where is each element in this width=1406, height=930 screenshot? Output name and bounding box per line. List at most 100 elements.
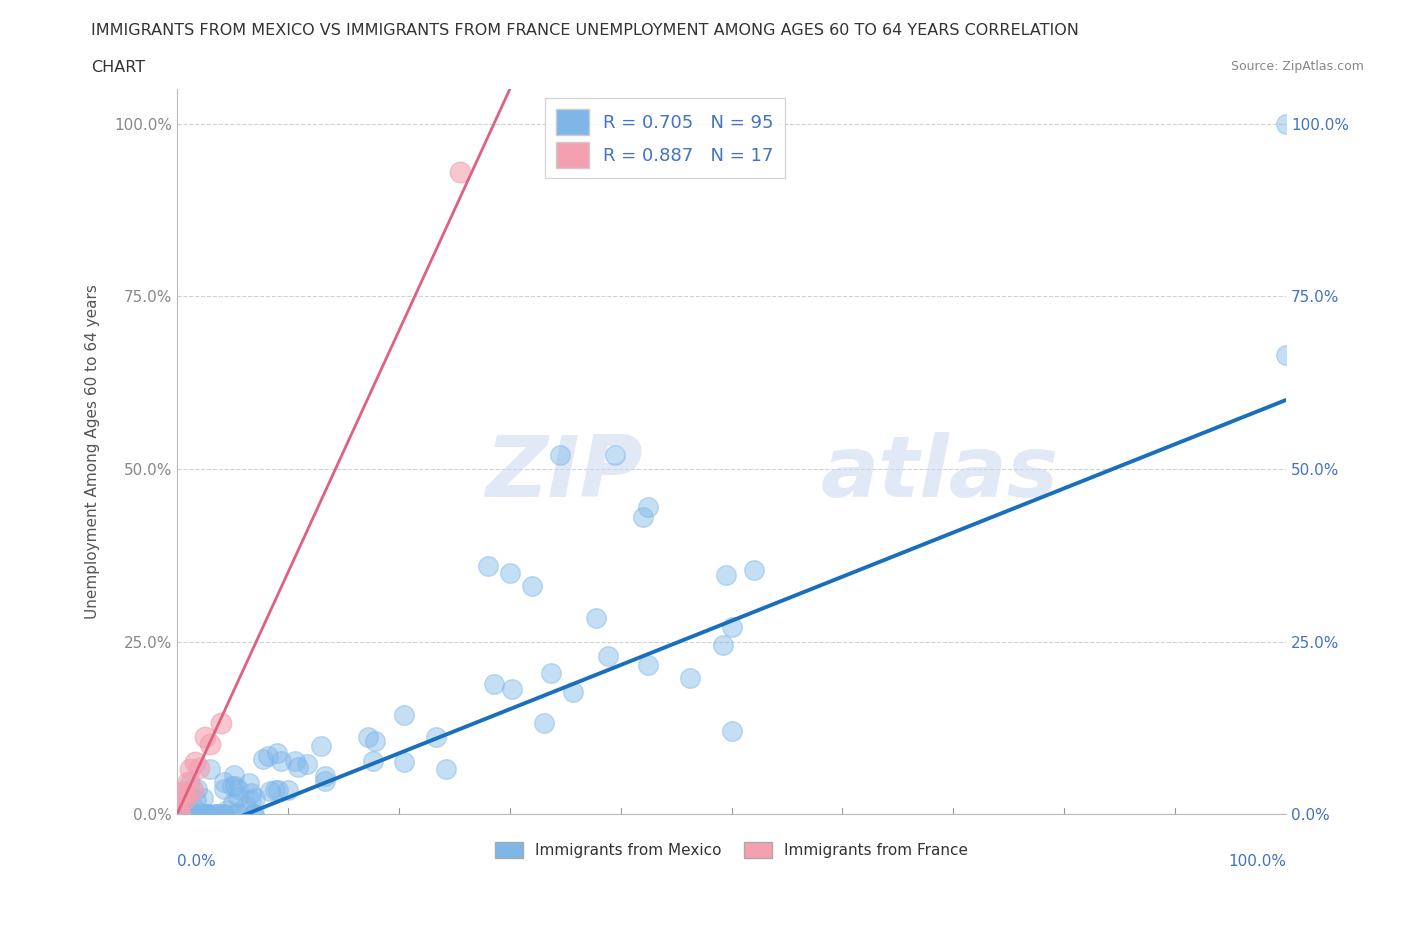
Point	[176, 806, 198, 821]
Point	[239, 785, 262, 800]
Point	[214, 775, 236, 790]
Point	[166, 806, 188, 821]
Point	[392, 755, 415, 770]
Point	[501, 682, 523, 697]
Point	[181, 806, 204, 821]
Point	[277, 782, 299, 797]
Point	[179, 762, 201, 777]
Point	[174, 806, 197, 821]
Point	[356, 729, 378, 744]
Text: atlas: atlas	[820, 432, 1059, 515]
Point	[174, 790, 197, 805]
Point	[167, 793, 190, 808]
Point	[631, 510, 654, 525]
Point	[173, 786, 195, 801]
Point	[183, 806, 205, 821]
Point	[257, 749, 280, 764]
Point	[252, 751, 274, 766]
Point	[243, 791, 266, 806]
Point	[425, 730, 447, 745]
Point	[180, 806, 202, 821]
Point	[217, 803, 239, 817]
Point	[177, 806, 200, 821]
Point	[198, 762, 221, 777]
Text: 100.0%: 100.0%	[1227, 854, 1286, 869]
Point	[235, 798, 257, 813]
Point	[200, 737, 222, 751]
Point	[679, 671, 702, 685]
Point	[193, 806, 215, 821]
Point	[183, 806, 205, 821]
Point	[226, 805, 249, 820]
Point	[221, 779, 243, 794]
Point	[174, 804, 197, 818]
Point	[477, 558, 499, 573]
Point	[174, 806, 197, 821]
Point	[295, 757, 318, 772]
Point	[392, 708, 415, 723]
Point	[207, 806, 229, 821]
Point	[169, 800, 191, 815]
Legend: Immigrants from Mexico, Immigrants from France: Immigrants from Mexico, Immigrants from …	[489, 835, 974, 865]
Point	[169, 806, 191, 821]
Point	[238, 776, 260, 790]
Point	[187, 806, 209, 821]
Point	[716, 568, 738, 583]
Point	[179, 776, 201, 790]
Point	[177, 775, 200, 790]
Point	[186, 782, 208, 797]
Point	[239, 792, 262, 807]
Point	[179, 806, 201, 821]
Point	[194, 806, 217, 821]
Point	[212, 781, 235, 796]
Point	[434, 762, 457, 777]
Point	[1275, 348, 1298, 363]
Point	[212, 806, 235, 821]
Point	[242, 806, 264, 821]
Point	[264, 782, 287, 797]
Text: ZIP: ZIP	[485, 432, 643, 515]
Point	[224, 806, 246, 821]
Point	[173, 784, 195, 799]
Text: Source: ZipAtlas.com: Source: ZipAtlas.com	[1230, 60, 1364, 73]
Point	[191, 791, 214, 806]
Point	[533, 716, 555, 731]
Point	[314, 768, 336, 783]
Point	[170, 787, 193, 802]
Point	[184, 755, 207, 770]
Point	[314, 774, 336, 789]
Point	[711, 637, 734, 652]
Text: 0.0%: 0.0%	[177, 854, 215, 869]
Point	[170, 806, 193, 821]
Point	[363, 734, 385, 749]
Point	[224, 778, 246, 793]
Point	[499, 565, 522, 580]
Point	[174, 806, 197, 821]
Point	[226, 782, 249, 797]
Point	[169, 805, 191, 820]
Point	[184, 792, 207, 807]
Point	[211, 806, 233, 821]
Point	[170, 801, 193, 816]
Point	[540, 666, 562, 681]
Point	[637, 658, 659, 672]
Point	[267, 782, 290, 797]
Point	[224, 767, 246, 782]
Point	[183, 801, 205, 816]
Point	[209, 716, 232, 731]
Point	[170, 806, 193, 821]
Point	[243, 806, 266, 821]
Point	[361, 753, 384, 768]
Point	[449, 165, 471, 179]
Point	[228, 790, 250, 804]
Point	[169, 803, 191, 817]
Text: IMMIGRANTS FROM MEXICO VS IMMIGRANTS FROM FRANCE UNEMPLOYMENT AMONG AGES 60 TO 6: IMMIGRANTS FROM MEXICO VS IMMIGRANTS FRO…	[91, 23, 1080, 38]
Point	[561, 685, 583, 700]
Point	[720, 724, 742, 738]
Point	[270, 753, 292, 768]
Point	[197, 806, 219, 821]
Point	[194, 806, 217, 821]
Point	[170, 806, 193, 821]
Point	[188, 761, 211, 776]
Y-axis label: Unemployment Among Ages 60 to 64 years: Unemployment Among Ages 60 to 64 years	[86, 285, 100, 619]
